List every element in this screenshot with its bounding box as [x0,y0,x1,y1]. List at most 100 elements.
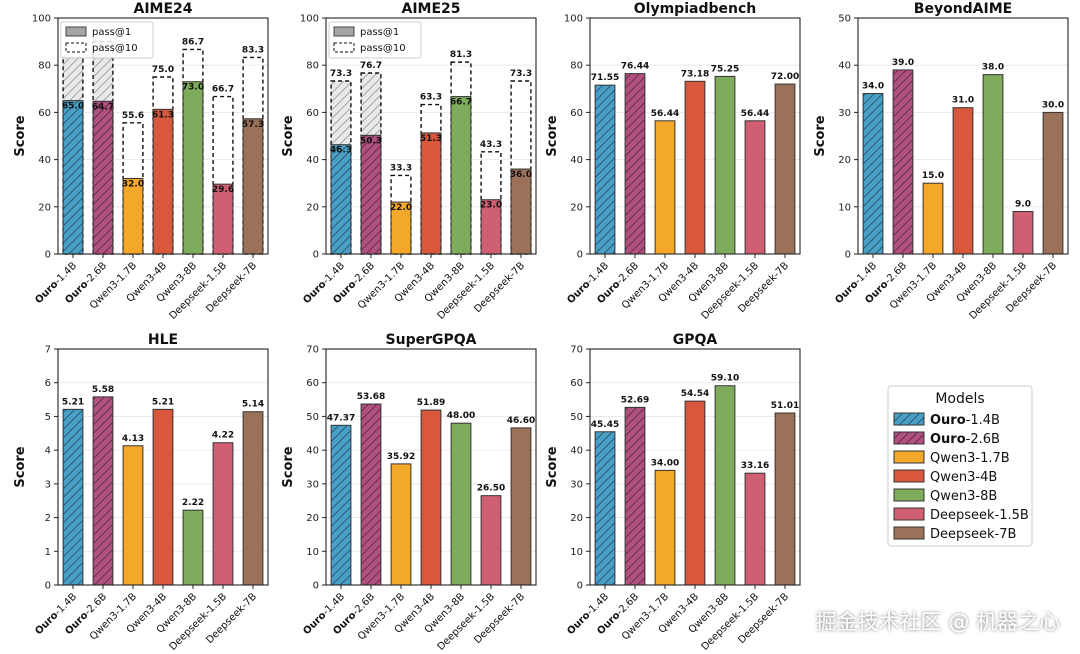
bar-value-label: 73.0 [182,83,204,93]
bar-value-label: 73.18 [681,69,709,79]
bar-value-label: 2.22 [182,498,204,508]
bar-value-label: 66.7 [450,98,472,108]
y-tick-label: 30 [570,479,583,490]
bar-value-label: 54.54 [681,389,709,399]
y-tick-label: 60 [38,108,51,119]
bar-ouro-1.4b [62,408,84,586]
y-tick-label: 0 [45,581,51,592]
bar-label-pass10: 75.0 [152,65,174,75]
bar-deepseek-1.5b [744,120,766,255]
chart-title: HLE [148,332,178,348]
bar-value-label: 65.0 [62,102,84,112]
bar-qwen3-1.7b [922,182,944,255]
models-legend: Models Ouro-1.4B Ouro-2.6B Qwen3-1.7B Qwen3-… [887,385,1033,547]
y-tick-label: 70 [306,345,319,356]
axes-frame [589,17,801,255]
bar-qwen3-4b [420,409,442,586]
bar-label-pass10: 81.3 [450,50,472,60]
axes-frame [325,348,537,586]
chart-title: GPQA [673,332,718,348]
bar-value-label: 22.0 [390,203,412,213]
bar-label-pass10: 86.7 [182,37,204,47]
panel-gpqa: GPQAScore01020304050607045.45Ouro-1.4B52… [545,332,801,653]
y-tick-label: 100 [300,14,319,25]
bar-value-label: 26.50 [477,484,505,494]
axes-frame [325,17,537,255]
watermark-text: 掘金技术社区 @ 机器之心 [815,610,1060,634]
y-tick-label: 30 [838,108,851,119]
pass1-legend-label: pass@1 [92,27,131,38]
y-tick-label: 60 [570,378,583,389]
bar-value-label: 53.68 [357,392,385,402]
y-tick-label: 6 [45,378,51,389]
bar-ouro-1.4b [330,424,352,586]
y-tick-label: 0 [845,250,851,261]
legend-swatch [893,507,925,521]
pass1-swatch [65,26,87,37]
y-tick-label: 60 [570,108,583,119]
bar-deepseek-1.5b [212,442,234,586]
y-tick-label: 7 [45,345,51,356]
bar-value-label: 48.00 [447,411,475,421]
bar-qwen3-1.7b [122,445,144,586]
y-tick-label: 0 [577,581,583,592]
bar-pass10 [510,80,532,255]
legend-swatch [893,469,925,483]
y-tick-label: 100 [564,14,583,25]
bar-qwen3-8b [982,74,1004,255]
y-tick-label: 3 [45,479,51,490]
bar-label-pass10: 73.3 [510,69,532,79]
bar-qwen3-4b [684,80,706,255]
y-tick-label: 40 [306,155,319,166]
bar-deepseek-1.5b [744,472,766,586]
bar-value-label: 46.60 [507,416,535,426]
bar-value-label: 39.0 [892,58,914,68]
y-axis-label: Score [281,115,296,156]
y-tick-label: 50 [306,412,319,423]
bar-label-pass10: 33.3 [390,163,412,173]
panel-supergpqa: SuperGPQAScore01020304050607047.37Ouro-1… [281,332,537,653]
bar-ouro-2.6b [624,406,646,586]
bar-ouro-1.4b [594,84,616,255]
bar-qwen3-4b [420,132,442,255]
bar-qwen3-8b [450,422,472,586]
legend-label: Deepseek-7B [930,527,1016,542]
bar-qwen3-1.7b [654,120,676,255]
bar-value-label: 29.6 [212,185,234,195]
bar-value-label: 56.44 [741,109,769,119]
y-tick-label: 20 [306,513,319,524]
bar-qwen3-4b [952,107,974,255]
bar-value-label: 72.00 [771,72,799,82]
y-tick-label: 40 [570,155,583,166]
bar-label-pass10: 55.6 [122,111,144,121]
y-tick-label: 0 [313,581,319,592]
bar-ouro-2.6b [360,134,382,255]
pass1-legend-label: pass@1 [360,27,399,38]
y-tick-label: 10 [838,202,851,213]
y-tick-label: 4 [45,446,51,457]
bar-value-label: 33.16 [741,461,769,471]
y-tick-label: 60 [306,108,319,119]
bar-label-pass10: 83.3 [242,45,264,55]
bar-value-label: 9.0 [1015,200,1031,210]
y-tick-label: 0 [577,250,583,261]
bar-value-label: 59.10 [711,374,739,384]
bar-value-label: 4.13 [122,434,144,444]
legend-label: Qwen3-4B [930,470,997,485]
y-tick-label: 50 [570,412,583,423]
legend-box [887,385,1033,547]
pass1-swatch [333,26,355,37]
bar-deepseek-7b [242,118,264,255]
bar-value-label: 35.92 [387,452,415,462]
y-axis-label: Score [13,115,28,156]
panel-aime24: AIME24Score02040608010065.0Ouro-1.4B64.7… [13,1,269,322]
chart-title: SuperGPQA [386,332,477,348]
bar-deepseek-7b [510,168,532,255]
bar-value-label: 57.3 [242,120,264,130]
bar-deepseek-1.5b [1012,211,1034,255]
bar-qwen3-8b [182,509,204,586]
bar-value-label: 5.14 [242,400,264,410]
bar-label-pass10: 66.7 [212,85,234,95]
bar-label-pass10: 63.3 [420,93,442,103]
legend-label: Qwen3-8B [930,489,997,504]
